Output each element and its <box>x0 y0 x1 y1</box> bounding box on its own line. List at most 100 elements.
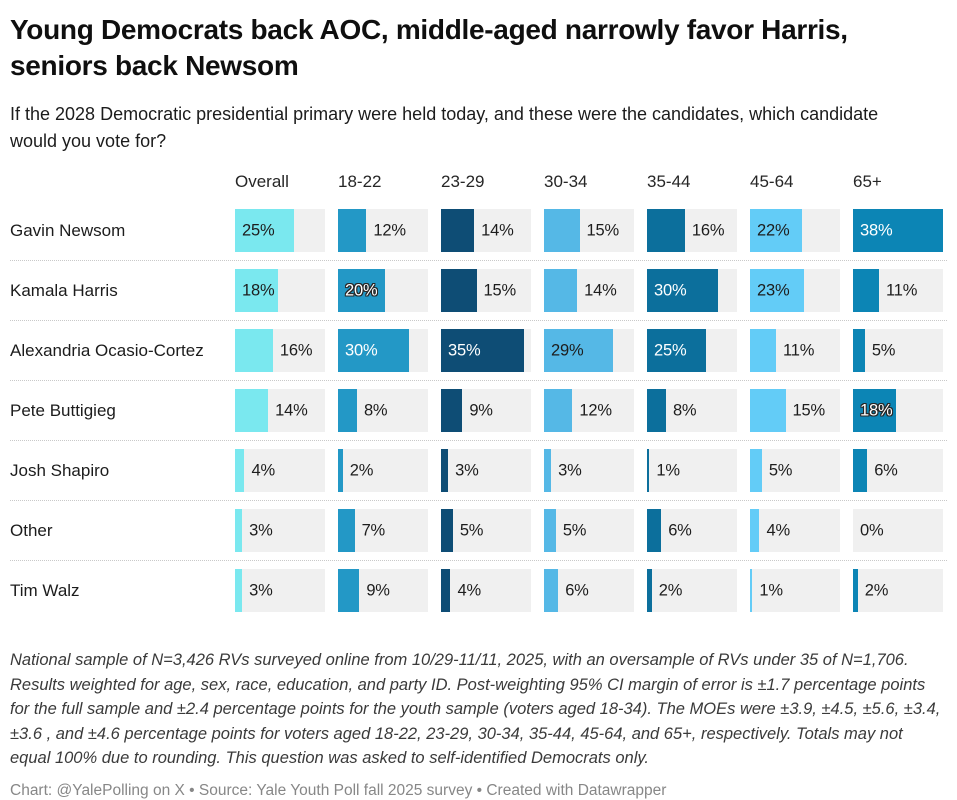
row-label: Tim Walz <box>10 580 80 600</box>
bar <box>235 329 273 372</box>
row-label: Kamala Harris <box>10 280 118 300</box>
bar-cell: 9% <box>441 389 531 432</box>
bar-track: 2% <box>853 569 943 612</box>
bar-cell: 20% <box>338 269 428 312</box>
bar <box>235 449 245 492</box>
value-label: 3% <box>558 461 582 479</box>
bar-track: 15% <box>750 389 840 432</box>
value-label: 6% <box>874 461 898 479</box>
chart-title: Young Democrats back AOC, middle-aged na… <box>10 14 848 81</box>
value-label: 1% <box>656 461 680 479</box>
column-header: Overall <box>235 172 289 191</box>
bar <box>338 209 367 252</box>
bar <box>647 569 652 612</box>
bar-track: 8% <box>647 389 737 432</box>
bar-track: 38% <box>853 209 943 252</box>
bar <box>853 209 943 252</box>
chart-subtitle: If the 2028 Democratic presidential prim… <box>10 104 879 151</box>
value-label: 35% <box>448 341 481 359</box>
bar <box>853 269 880 312</box>
bar-track: 2% <box>338 449 428 492</box>
row-label: Josh Shapiro <box>10 460 110 480</box>
table-row: Kamala Harris 18% 20% 15% 14% 30% 23% 11% <box>10 261 947 320</box>
bar <box>647 509 662 552</box>
table-row: Pete Buttigieg 14% 8% 9% 12% 8% 15% 18% <box>10 381 947 440</box>
bar <box>441 209 475 252</box>
bar <box>647 209 685 252</box>
bar-track: 30% <box>647 269 737 312</box>
row-separator <box>10 560 947 561</box>
bar-track: 1% <box>647 449 737 492</box>
value-label: 5% <box>459 521 484 539</box>
value-label: 9% <box>469 401 493 419</box>
bar-cell: 5% <box>750 449 840 492</box>
bar-cell: 1% <box>647 449 737 492</box>
bar-track: 9% <box>441 389 531 432</box>
bar-cell: 6% <box>853 449 943 492</box>
bar-track: 29% <box>544 329 634 372</box>
bar-cell: 18% <box>853 389 943 432</box>
bar <box>235 389 269 432</box>
bar-cell: 16% <box>235 329 325 372</box>
value-label: 30% <box>654 281 687 299</box>
bar-cell: 3% <box>235 569 325 612</box>
column-header: 65+ <box>853 172 882 191</box>
value-label: 29% <box>551 341 584 359</box>
bar-track: 16% <box>647 209 737 252</box>
bar-track: 18% <box>853 389 943 432</box>
bar-cell: 4% <box>441 569 531 612</box>
bar-cell: 18% <box>235 269 325 312</box>
bar <box>647 269 719 312</box>
bar-cell: 5% <box>441 509 531 552</box>
bar-cell: 30% <box>647 269 737 312</box>
bar-track: 35% <box>441 329 531 372</box>
row-separator <box>10 320 947 321</box>
value-label: 5% <box>562 521 587 539</box>
bar <box>235 269 278 312</box>
bar-cell: 2% <box>853 569 943 612</box>
bar-track: 22% <box>750 209 840 252</box>
bar-cell: 14% <box>544 269 634 312</box>
bar-cell: 38% <box>853 209 943 252</box>
table-row: Josh Shapiro 4% 2% 3% 3% 1% 5% 6% <box>10 441 947 500</box>
bar-track: 1% <box>750 569 840 612</box>
bar-track: 16% <box>235 329 325 372</box>
bar <box>647 389 666 432</box>
row-separator <box>10 380 947 381</box>
bar-cell: 8% <box>338 389 428 432</box>
value-label: 2% <box>864 581 889 599</box>
table-row: Alexandria Ocasio-Cortez 16% 30% 35% 29% 25% 1… <box>10 321 947 380</box>
bar <box>338 269 386 312</box>
bar-cell: 15% <box>544 209 634 252</box>
bar-cell: 29% <box>544 329 634 372</box>
bar-track: 15% <box>441 269 531 312</box>
bar <box>544 569 559 612</box>
bar-cell: 3% <box>235 509 325 552</box>
bar <box>544 329 613 372</box>
value-label: 4% <box>766 521 790 539</box>
bar <box>441 569 451 612</box>
value-label: 4% <box>251 461 275 479</box>
column-header: 45-64 <box>750 172 794 191</box>
bar-cell: 6% <box>647 509 737 552</box>
row-label: Alexandria Ocasio-Cortez <box>10 340 204 360</box>
bar-track: 9% <box>338 569 428 612</box>
bar-cell: 25% <box>647 329 737 372</box>
value-label: 3% <box>455 461 479 479</box>
bar-track: 3% <box>235 569 325 612</box>
value-label: 8% <box>363 401 388 419</box>
bar-track: 25% <box>235 209 325 252</box>
bar <box>853 449 868 492</box>
value-label: 14% <box>481 221 514 239</box>
bar-track: 15% <box>544 209 634 252</box>
bar <box>750 209 803 252</box>
bar <box>235 569 243 612</box>
chart: Overall 18-22 23-29 30-34 35-44 45-64 65+ Gavi… <box>10 169 947 620</box>
bar-cell: 25% <box>235 209 325 252</box>
bar-cell: 14% <box>441 209 531 252</box>
bar <box>750 509 760 552</box>
chart-body: Gavin Newsom 25% 12% 14% 15% 16% 22% 38% Kamala … <box>10 201 947 620</box>
value-label: 3% <box>249 521 273 539</box>
bar-cell: 16% <box>647 209 737 252</box>
value-label: 16% <box>279 341 313 359</box>
